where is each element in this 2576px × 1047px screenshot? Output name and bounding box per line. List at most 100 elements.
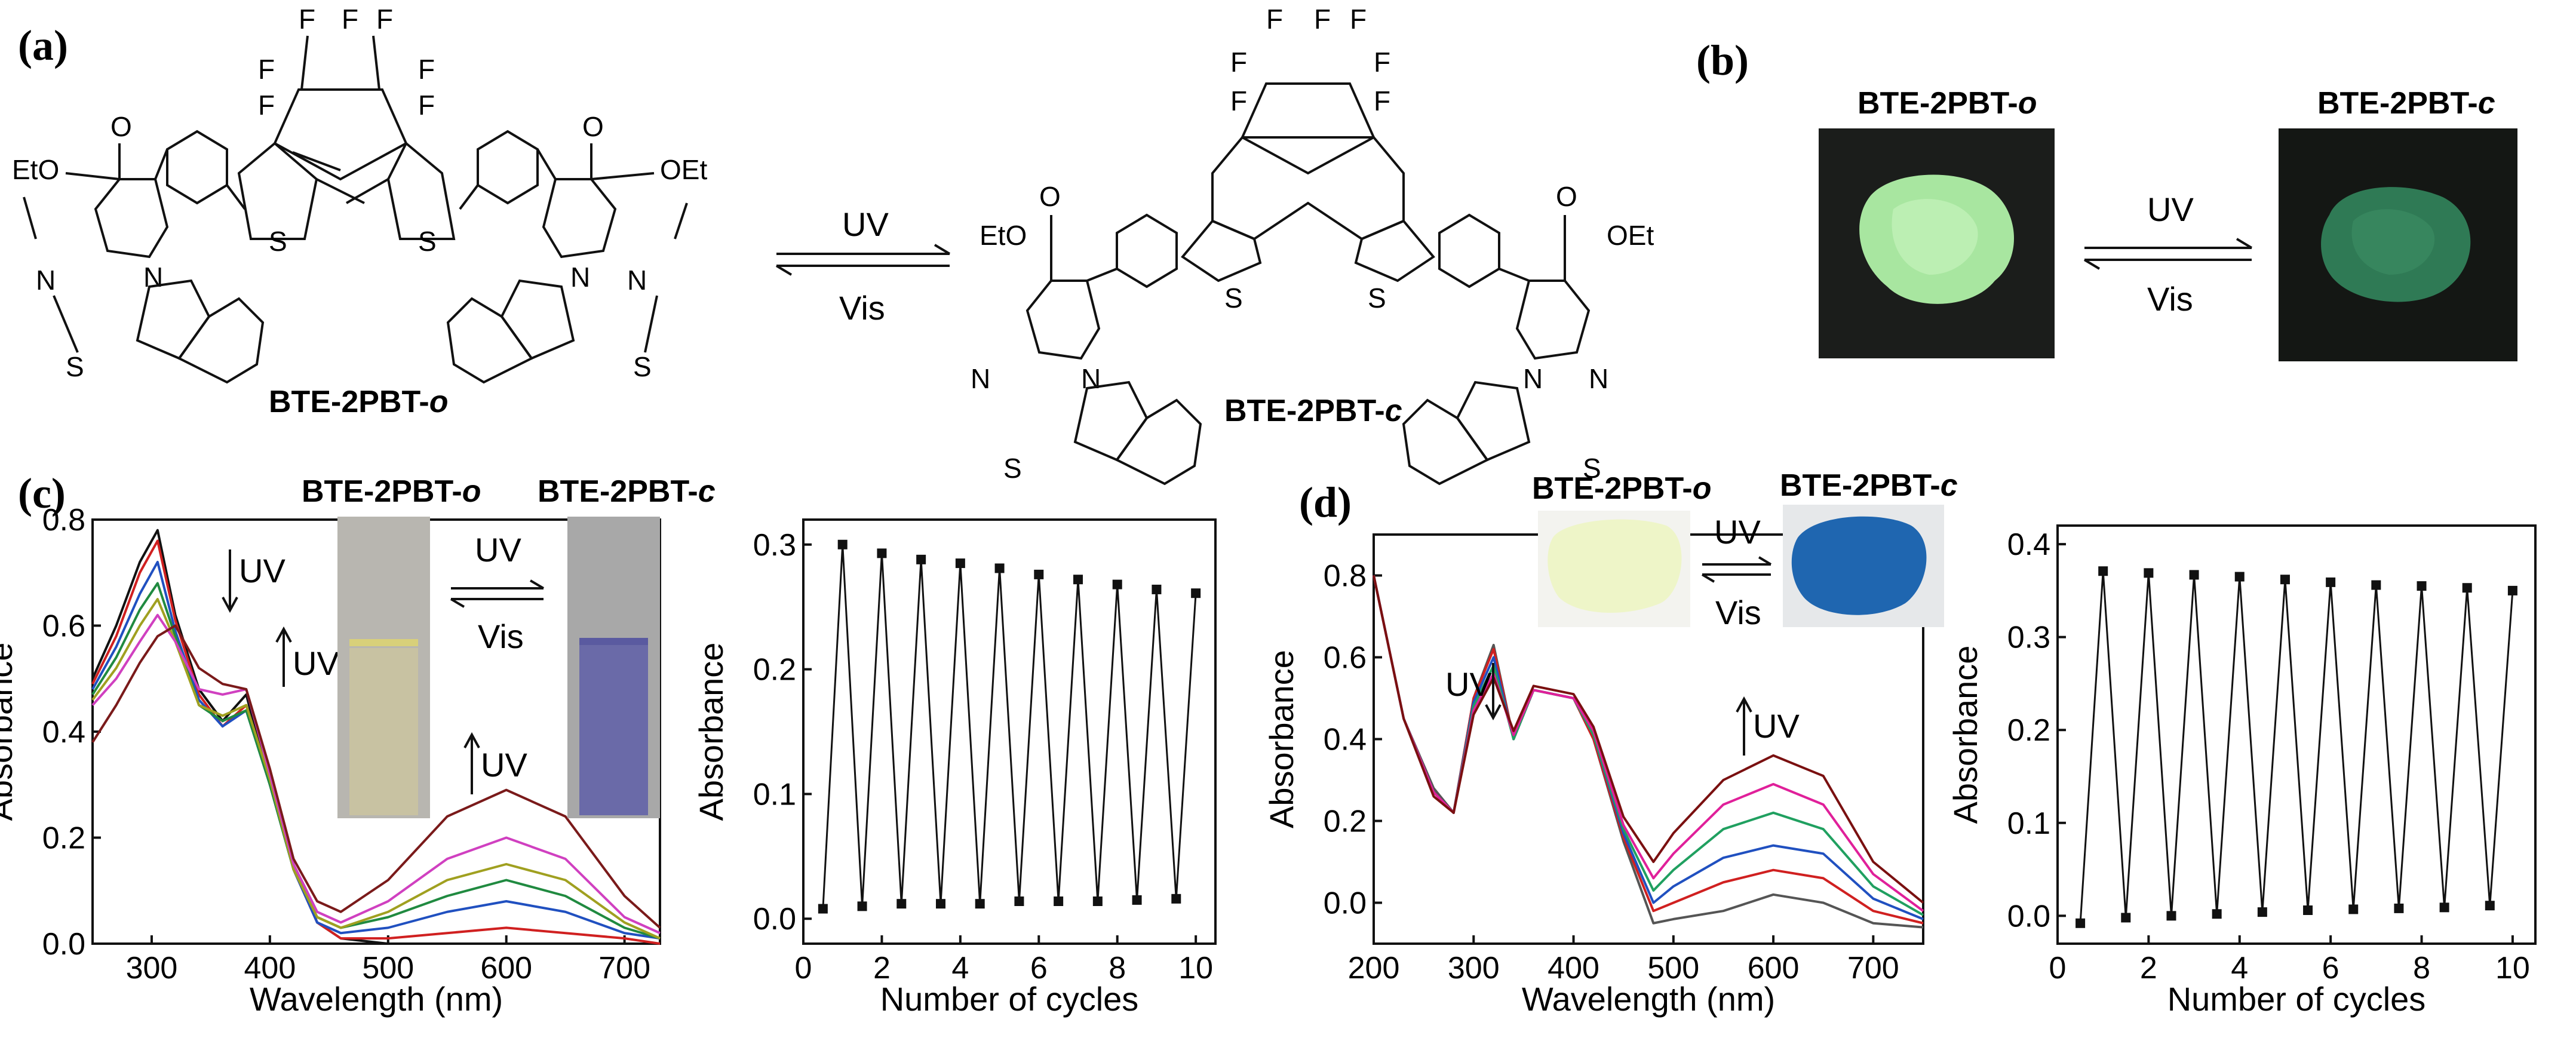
vis-label: Vis [839,289,885,327]
data-point [1132,895,1142,905]
data-point [857,901,867,911]
y-tick-label: 0.0 [2007,899,2050,934]
y-tick-label: 0.2 [2007,713,2050,748]
uv-annotation: UV [1753,707,1800,745]
data-point [994,563,1005,573]
y-tick-label: 0.0 [42,927,85,962]
x-tick-label: 10 [1178,951,1213,985]
closed-isomer-name: BTE-2PBT-c [1224,394,1402,428]
closed-powder-photo [2279,128,2517,361]
series-line [1373,575,1924,929]
atom-f: F [418,54,435,85]
x-tick-label: 8 [2413,951,2430,985]
plot-frame [802,518,1217,945]
series-line [91,613,661,935]
series-line [91,624,661,929]
data-point [1112,579,1122,589]
y-tick-label: 0.6 [1324,641,1367,676]
data-point [2257,907,2267,917]
phenyl-ring [477,130,539,205]
data-point [936,899,945,909]
atom-f: F [1230,47,1247,78]
y-tick-label: 0.0 [753,902,796,937]
x-tick-label: 4 [2231,951,2248,985]
cyclopentene-ring [273,88,408,181]
x-tick-label: 300 [126,951,178,985]
series-line [1373,575,1924,904]
atom-n: N [1589,363,1608,394]
atom-s: S [66,351,84,382]
vis-label: Vis [1715,594,1761,631]
data-point [2212,909,2222,919]
x-tick-label: 500 [362,951,414,985]
data-point [955,558,965,569]
panel-b-label: (b) [1696,36,1749,84]
y-tick-label: 0.1 [2007,806,2050,841]
atom-f: F [376,4,393,35]
data-point [2485,901,2495,911]
ethoxy-group: OEt [1607,220,1654,251]
phenyl-ring [1116,213,1178,288]
uv-label: UV [1714,513,1761,551]
data-point [1092,896,1103,906]
chart-c-spectra: 300 400 500 600 700 0.0 0.2 0.4 0.6 0.8 Wavelength… [0,503,661,1018]
x-tick-label: 500 [1647,951,1699,985]
benzothiazole-ring [1073,380,1149,462]
data-point [2075,918,2086,928]
x-tick-label: 6 [2322,951,2339,985]
atom-s: S [1368,283,1386,314]
benzothiazole-ring [1456,380,1531,462]
uv-label: UV [842,205,889,243]
x-axis-label: Wavelength (nm) [250,980,503,1018]
inset-closed-title: BTE-2PBT-c [1780,468,1958,503]
thiophene-ring [1354,219,1435,283]
data-point [818,904,828,914]
data-point [2166,911,2176,921]
cyclopentene-ring [1241,82,1375,175]
atom-f: F [1314,4,1331,35]
series-line [2079,570,2514,923]
uv-annotation: UV [1445,665,1492,703]
series-line [91,598,661,939]
phenyl-ring [166,130,228,205]
y-tick-label: 0.8 [1324,559,1367,594]
chart-c-cycles: 0 2 4 6 8 10 0.0 0.1 0.2 0.3 Number of cycles Absor… [692,518,1217,1018]
data-point [2234,572,2245,582]
data-point [916,554,926,564]
panel-d-inset: BTE-2PBT-o BTE-2PBT-c UV Vis [1532,468,1958,631]
benzo-ring [1115,398,1202,486]
x-tick-label: 600 [1748,951,1800,985]
data-point [837,539,848,549]
data-point [2507,585,2517,595]
data-point [1054,896,1064,906]
y-tick-label: 0.2 [753,653,796,687]
data-point [1191,588,1201,598]
y-axis-label: Absorbance [1263,650,1300,828]
y-tick-label: 0.0 [1324,886,1367,921]
thiophene-ring [1181,219,1262,283]
ethoxy-group: OEt [660,154,707,185]
uv-annotation: UV [293,644,339,682]
data-point [877,548,887,558]
x-axis-label: Wavelength (nm) [1522,980,1775,1018]
benzothiazole-ring [136,279,211,360]
vis-label: Vis [478,618,524,655]
panel-c-label: (c) [18,469,66,517]
atom-o: O [1556,181,1577,212]
x-tick-label: 10 [2495,951,2530,985]
open-powder-photo [1819,128,2055,358]
atom-f: F [299,4,315,35]
x-tick-label: 8 [1109,951,1126,985]
data-point [1171,894,1181,904]
closed-isomer-structure: F F F F F F F S S EtO O N N S OEt O N N … [971,4,1654,486]
y-axis-label: Absorbance [0,643,19,821]
uv-arrow-head [1736,696,1752,713]
atom-n: N [1081,363,1101,394]
plot-frame [2056,524,2537,945]
chart-d-spectra: 200 300 400 500 600 700 0.0 0.2 0.4 0.6 0.8 Wavelen… [1263,533,1924,1018]
atom-s: S [633,351,652,382]
y-tick-label: 0.6 [42,609,85,644]
atom-f: F [258,90,275,121]
data-point [896,899,907,909]
pyrimidine-ring [1515,280,1591,360]
